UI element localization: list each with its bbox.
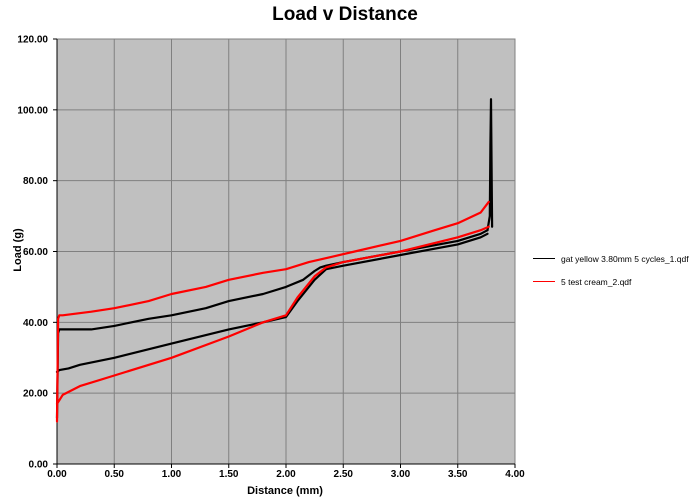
legend-item-series-2: 5 test cream_2.qdf	[533, 270, 690, 293]
x-tick-label: 2.00	[276, 469, 296, 480]
y-tick-label: 40.00	[23, 318, 48, 329]
legend-swatch-series-2	[533, 281, 555, 282]
y-tick-label: 120.00	[17, 35, 48, 46]
series-2-line	[55, 200, 490, 423]
legend-item-series-1: gat yellow 3.80mm 5 cycles_1.qdf	[533, 247, 690, 270]
x-tick-label: 2.50	[334, 469, 354, 480]
legend-label-series-2: 5 test cream_2.qdf	[561, 276, 632, 287]
series-2-line	[55, 225, 490, 405]
y-tick-label: 0.00	[29, 460, 49, 471]
x-tick-label: 3.50	[448, 469, 468, 480]
x-tick-label: 1.50	[219, 469, 239, 480]
x-tick-label: 0.00	[47, 469, 67, 480]
y-axis-label: Load (g)	[12, 228, 24, 272]
y-tick-label: 80.00	[23, 176, 48, 187]
x-tick-label: 3.00	[391, 469, 411, 480]
y-tick-label: 20.00	[23, 389, 48, 400]
x-tick-label: 4.00	[505, 469, 525, 480]
y-tick-label: 100.00	[17, 105, 48, 116]
series-1-line	[486, 98, 494, 232]
x-tick-label: 0.50	[105, 469, 125, 480]
chart-title: Load v Distance	[272, 4, 418, 25]
legend-swatch-series-1	[533, 258, 555, 259]
y-tick-label: 60.00	[23, 247, 48, 258]
legend-label-series-1: gat yellow 3.80mm 5 cycles_1.qdf	[561, 253, 689, 264]
x-axis-label: Distance (mm)	[247, 485, 323, 497]
legend: gat yellow 3.80mm 5 cycles_1.qdf 5 test …	[533, 247, 690, 293]
series-1-line	[55, 232, 489, 373]
x-tick-label: 1.00	[162, 469, 182, 480]
